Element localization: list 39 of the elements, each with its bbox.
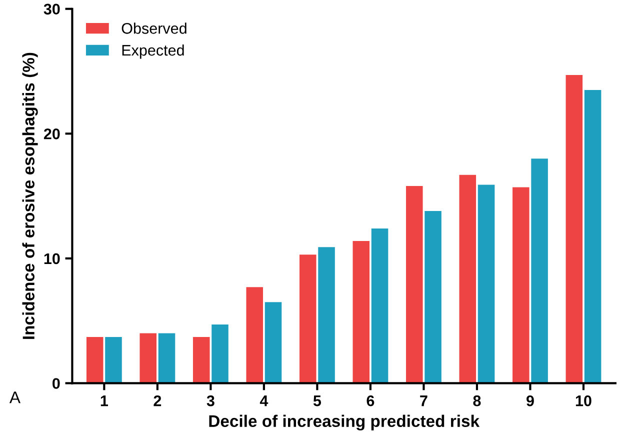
bar: [318, 247, 335, 384]
x-tick-label: 7: [420, 396, 428, 406]
bar: [246, 287, 264, 384]
y-tick-label: 30: [44, 4, 60, 15]
x-tick-label: 9: [526, 395, 534, 406]
bar: [459, 174, 476, 384]
x-tick-label: 5: [313, 396, 322, 406]
x-tick-label: 3: [206, 395, 214, 406]
bar: [212, 324, 228, 384]
legend-label: Expected: [122, 44, 184, 59]
bar: [299, 254, 316, 384]
y-tick-label: 20: [44, 128, 60, 140]
bar: [531, 158, 548, 384]
bar: [406, 186, 423, 384]
bar: [566, 74, 583, 384]
bar: [512, 187, 530, 384]
y-tick-label: 0: [52, 378, 60, 389]
x-tick-label: 8: [473, 395, 481, 406]
legend-label: Observed: [122, 22, 186, 34]
bar: [140, 333, 156, 384]
x-tick-label: 10: [576, 395, 592, 406]
bar: [371, 228, 388, 384]
x-axis-title: Decile of increasing predicted risk: [209, 414, 480, 430]
y-axis-title: Incidence of erosive esophagitis (%): [22, 52, 38, 339]
bar: [584, 90, 602, 384]
x-tick-label: 1: [100, 396, 108, 406]
bar: [86, 337, 104, 384]
bar: [264, 302, 282, 384]
x-tick-label: 6: [366, 395, 374, 406]
bar: [352, 240, 370, 384]
text: A: [9, 392, 21, 404]
bar: [105, 337, 122, 384]
x-tick-label: 4: [260, 396, 268, 406]
bar: [478, 184, 495, 384]
y-tick-label: 10: [44, 253, 60, 264]
bar: [424, 211, 442, 384]
bar: [192, 337, 210, 384]
bar: [158, 333, 176, 384]
x-tick-label: 2: [154, 395, 162, 406]
